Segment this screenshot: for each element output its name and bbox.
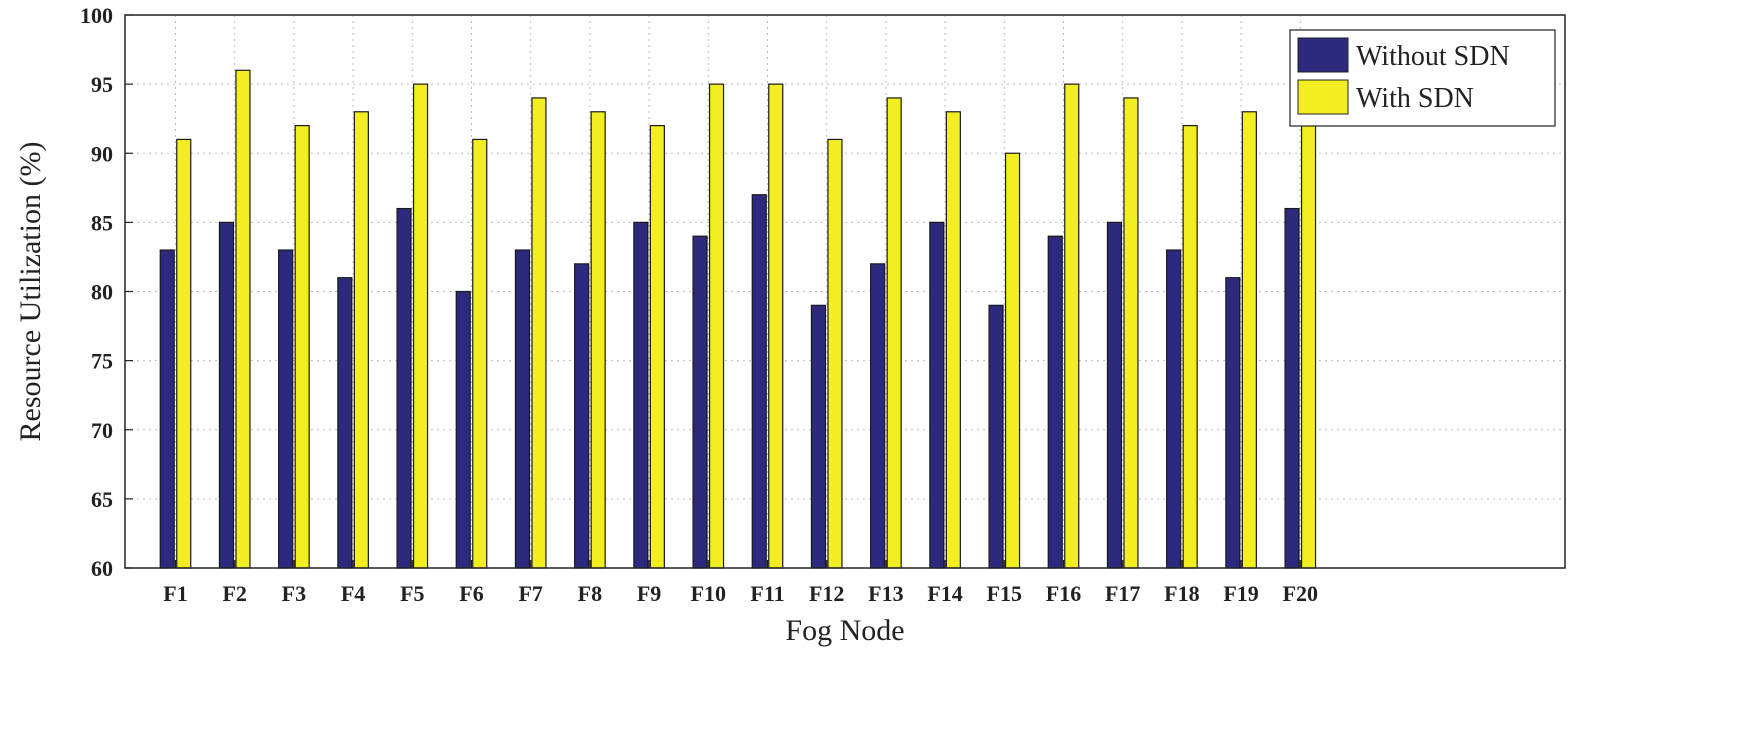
y-tick-label: 65: [91, 487, 113, 512]
bar-without-sdn-f20: [1284, 207, 1300, 569]
y-axis-ticks: 60 65 70 75 80 85 90 95 100: [80, 3, 133, 581]
bar-without-sdn-f4: [337, 277, 353, 569]
bar-with-sdn-f20: [1300, 97, 1317, 569]
bars: [159, 69, 1317, 569]
y-tick-label: 90: [91, 141, 113, 166]
bar-without-sdn-f7: [514, 249, 531, 569]
bar-without-sdn-f11: [751, 194, 767, 569]
bar-without-sdn-f19: [1225, 277, 1241, 569]
bar-with-sdn-f18: [1182, 124, 1198, 569]
bar-with-sdn-f2: [235, 69, 251, 569]
bar-with-sdn-f12: [827, 138, 843, 569]
bar-without-sdn-f6: [455, 290, 471, 569]
y-tick-label: 70: [91, 418, 113, 443]
legend-swatch-with-sdn: [1297, 79, 1349, 115]
bar-without-sdn-f16: [1047, 235, 1063, 569]
x-tick-label-f1: F1: [163, 581, 187, 606]
bar-without-sdn-f14: [929, 221, 945, 569]
bar-with-sdn-f17: [1123, 97, 1139, 569]
x-tick-label-f9: F9: [637, 581, 661, 606]
y-tick-label: 75: [91, 349, 113, 374]
x-axis-label: Fog Node: [785, 614, 904, 647]
bar-with-sdn-f1: [176, 138, 192, 569]
bar-with-sdn-f19: [1241, 111, 1257, 569]
x-tick-label-f12: F12: [809, 581, 844, 606]
bar-without-sdn-f2: [218, 221, 235, 569]
bar-with-sdn-f4: [353, 111, 369, 569]
x-tick-label-f17: F17: [1105, 581, 1140, 606]
x-tick-label-f19: F19: [1223, 581, 1258, 606]
bar-without-sdn-f13: [870, 263, 886, 569]
x-tick-label-f4: F4: [341, 581, 365, 606]
x-tick-label-f14: F14: [927, 581, 962, 606]
bar-without-sdn-f10: [692, 235, 708, 569]
y-tick-label: 95: [91, 72, 113, 97]
bar-without-sdn-f5: [396, 207, 412, 569]
bar-with-sdn-f8: [590, 111, 606, 569]
x-axis-ticks: F1 F2 F3 F4 F5 F6 F7 F8 F9 F10 F11 F12 F13 F14 F15 F16 F…: [163, 560, 1318, 606]
bar-without-sdn-f12: [810, 304, 827, 569]
x-tick-label-f18: F18: [1164, 581, 1199, 606]
bar-without-sdn-f8: [574, 263, 590, 569]
x-tick-label-f5: F5: [400, 581, 424, 606]
x-tick-label-f6: F6: [459, 581, 483, 606]
x-tick-label-f7: F7: [518, 581, 542, 606]
bar-with-sdn-f5: [412, 83, 429, 569]
bar-with-sdn-f10: [708, 83, 725, 569]
bar-with-sdn-f13: [886, 97, 902, 569]
bar-without-sdn-f9: [633, 221, 649, 569]
x-tick-label-f8: F8: [578, 581, 602, 606]
bar-with-sdn-f3: [294, 124, 310, 569]
legend-swatch-without-sdn: [1297, 37, 1349, 73]
bar-with-sdn-f9: [649, 124, 665, 569]
legend: Without SDN With SDN: [1289, 29, 1556, 127]
legend-label-without-sdn: Without SDN: [1356, 41, 1510, 72]
bar-with-sdn-f11: [768, 83, 784, 569]
y-tick-label: 80: [91, 280, 113, 305]
bar-without-sdn-f1: [159, 249, 175, 569]
bar-without-sdn-f3: [278, 249, 294, 569]
y-tick-label: 100: [80, 3, 113, 28]
x-tick-label-f16: F16: [1046, 581, 1081, 606]
x-tick-label-f20: F20: [1283, 581, 1318, 606]
bar-with-sdn-f16: [1064, 83, 1080, 569]
x-tick-label-f11: F11: [750, 581, 784, 606]
y-tick-label: 60: [91, 556, 113, 581]
x-tick-label-f3: F3: [282, 581, 306, 606]
x-tick-label-f2: F2: [222, 581, 246, 606]
x-tick-label-f15: F15: [987, 581, 1022, 606]
legend-label-with-sdn: With SDN: [1356, 83, 1474, 114]
bar-without-sdn-f17: [1106, 221, 1123, 569]
bar-with-sdn-f15: [1004, 152, 1021, 569]
x-tick-label-f13: F13: [868, 581, 903, 606]
bar-with-sdn-f7: [531, 97, 547, 569]
y-axis-label: Resource Utilization (%): [14, 142, 47, 442]
bar-with-sdn-f6: [472, 138, 488, 569]
x-tick-label-f10: F10: [691, 581, 726, 606]
bar-without-sdn-f15: [988, 304, 1004, 569]
y-tick-label: 85: [91, 210, 113, 235]
bar-with-sdn-f14: [945, 111, 961, 569]
bar-without-sdn-f18: [1166, 249, 1182, 569]
